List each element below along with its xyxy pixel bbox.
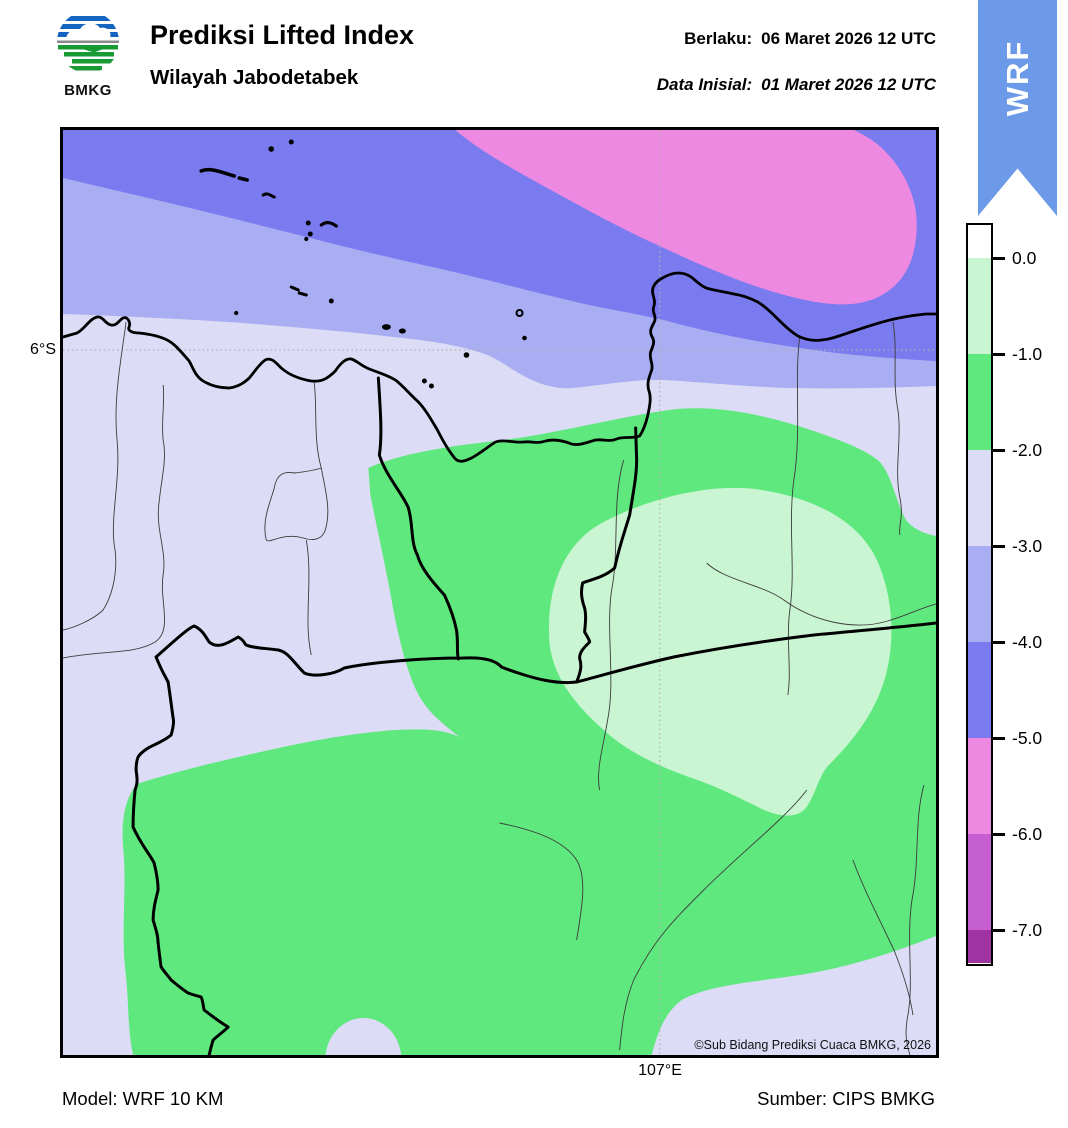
colorbar-segment [968, 258, 991, 354]
colorbar-segment [968, 834, 991, 930]
source-label: Sumber: [757, 1088, 828, 1109]
colorbar-segment [968, 450, 991, 546]
model-info: Model: WRF 10 KM [62, 1088, 223, 1110]
admin-boundaries-thin [63, 321, 936, 1055]
colorbar [966, 223, 993, 966]
forecast-map: ©Sub Bidang Prediksi Cuaca BMKG, 2026 [60, 127, 939, 1058]
colorbar-tick-label: -1.0 [1012, 343, 1043, 364]
wrf-ribbon: WRF [978, 0, 1057, 216]
field-patch-bottom-right [651, 936, 936, 1055]
model-label: Model: [62, 1088, 118, 1109]
bmkg-logo-label: BMKG [64, 82, 112, 99]
lifted-index-contour-map: ©Sub Bidang Prediksi Cuaca BMKG, 2026 [63, 130, 936, 1055]
islands [199, 139, 527, 389]
colorbar-tick [993, 353, 1005, 356]
field-blob-0-m1 [548, 487, 892, 816]
colorbar-segment [968, 225, 991, 258]
colorbar-segment [968, 354, 991, 450]
colorbar-tick [993, 737, 1005, 740]
valid-time-value: 06 Maret 2026 12 UTC [761, 29, 936, 48]
colorbar-tick-label: -3.0 [1012, 535, 1043, 556]
init-time-label: Data Inisial: [656, 75, 753, 94]
bmkg-logo-icon [57, 11, 119, 73]
colorbar-tick [993, 545, 1005, 548]
field-blob-m5-m6 [455, 130, 917, 305]
colorbar-tick-label: -7.0 [1012, 919, 1043, 940]
province-boundaries-thick [131, 376, 936, 1055]
page-title: Prediksi Lifted Index [150, 20, 415, 50]
init-time-value: 01 Maret 2026 12 UTC [761, 75, 936, 94]
bmkg-logo: BMKG [46, 8, 130, 112]
latitude-label: 6°S [30, 341, 56, 358]
colorbar-tick-label: -2.0 [1012, 439, 1043, 460]
colorbar-segment [968, 738, 991, 834]
page-subtitle: Wilayah Jabodetabek [150, 66, 359, 89]
valid-time-label: Berlaku: [684, 29, 753, 48]
source-value: CIPS BMKG [832, 1088, 935, 1109]
colorbar-fill [968, 225, 991, 964]
colorbar-tick [993, 641, 1005, 644]
field-patch-bottom-center [325, 1018, 402, 1055]
colorbar-tick [993, 833, 1005, 836]
colorbar-tick-label: -6.0 [1012, 823, 1043, 844]
colorbar-segment [968, 642, 991, 738]
colorbar-segment [968, 546, 991, 642]
colorbar-tick-label: 0.0 [1012, 247, 1037, 268]
colorbar-tick [993, 449, 1005, 452]
colorbar-tick [993, 929, 1005, 932]
colorbar-segment [968, 930, 991, 963]
wrf-ribbon-label: WRF [999, 39, 1035, 117]
valid-time-line: Berlaku: 06 Maret 2026 12 UTC [500, 29, 936, 49]
init-time-line: Data Inisial: 01 Maret 2026 12 UTC [500, 75, 936, 95]
colorbar-tick [993, 257, 1005, 260]
colorbar-tick-label: -4.0 [1012, 631, 1043, 652]
source-info: Sumber: CIPS BMKG [635, 1088, 935, 1110]
map-copyright: ©Sub Bidang Prediksi Cuaca BMKG, 2026 [694, 1038, 931, 1052]
colorbar-tick-label: -5.0 [1012, 727, 1043, 748]
model-value: WRF 10 KM [122, 1088, 224, 1109]
coastline [63, 271, 936, 463]
longitude-label: 107°E [638, 1062, 682, 1079]
